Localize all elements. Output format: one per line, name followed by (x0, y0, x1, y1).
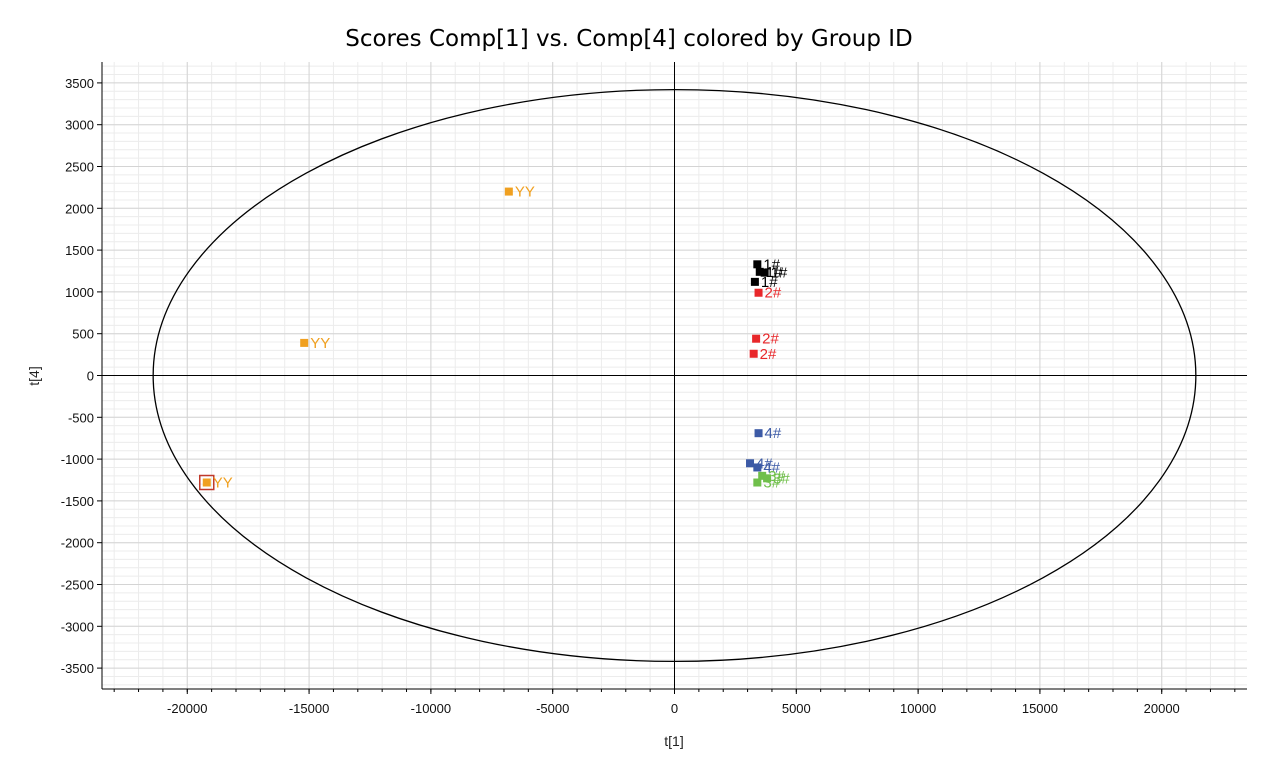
point-marker (749, 349, 758, 358)
y-axis-ticks: 3500 3000 2500 2000 1500 1000 500 0 -500 -1000 -15… (61, 76, 102, 676)
data-points (199, 187, 772, 491)
point-label: 4# (765, 425, 782, 442)
x-tick-label: -5000 (536, 701, 569, 716)
y-axis-label: t[4] (26, 366, 42, 385)
y-tick-label: 500 (72, 327, 94, 342)
x-tick-label: 20000 (1144, 701, 1180, 716)
point-label: 2# (762, 331, 779, 348)
y-tick-label: -1000 (61, 452, 94, 467)
point-label: 2# (760, 346, 777, 363)
y-tick-label: -3000 (61, 619, 94, 634)
point-marker (753, 260, 762, 269)
point-marker (755, 267, 764, 276)
y-tick-label: -2000 (61, 536, 94, 551)
point-marker (754, 288, 763, 297)
point-label: 3# (773, 470, 790, 487)
point-marker (504, 187, 513, 196)
point-label: YY (213, 475, 233, 492)
x-axis-label: t[1] (664, 733, 683, 749)
point-marker (754, 429, 763, 438)
y-tick-label: 2000 (65, 201, 94, 216)
chart-title: Scores Comp[1] vs. Comp[4] colored by Gr… (345, 26, 913, 52)
point-marker (750, 277, 759, 286)
point-label: 1# (763, 256, 780, 273)
point-marker (753, 478, 762, 487)
axes: -20000 -15000 -10000 -5000 0 5000 10000 15000 20… (61, 62, 1247, 716)
highlight-box (199, 474, 215, 491)
zero-axis-lines (102, 62, 1247, 689)
point-marker (758, 471, 767, 480)
x-tick-label: 10000 (900, 701, 936, 716)
x-tick-label: 15000 (1022, 701, 1058, 716)
y-tick-label: 3500 (65, 76, 94, 91)
y-tick-label: -1500 (61, 494, 94, 509)
point-label: 1# (771, 265, 788, 282)
point-label: YY (515, 184, 535, 201)
point-label: 3# (763, 475, 780, 492)
x-tick-label: 0 (671, 701, 678, 716)
confidence-ellipse (152, 88, 1197, 663)
y-tick-label: 2500 (65, 160, 94, 175)
point-label: 1# (761, 274, 778, 291)
point-label: 1# (766, 264, 783, 281)
point-marker (746, 459, 755, 468)
y-tick-label: 1500 (65, 243, 94, 258)
point-marker (752, 334, 761, 343)
point-label: YY (310, 335, 330, 352)
y-tick-label: -2500 (61, 578, 94, 593)
point-marker (202, 478, 211, 487)
x-tick-label: -15000 (289, 701, 329, 716)
point-marker (300, 338, 309, 347)
x-tick-label: -10000 (411, 701, 451, 716)
point-marker (763, 474, 772, 483)
point-label: 3# (768, 468, 785, 485)
y-tick-label: -500 (68, 410, 94, 425)
x-tick-label: 5000 (782, 701, 811, 716)
point-label: 4# (763, 459, 780, 476)
y-tick-label: -3500 (61, 661, 94, 676)
y-tick-label: 1000 (65, 285, 94, 300)
y-tick-label: 3000 (65, 118, 94, 133)
y-tick-label: 0 (87, 369, 94, 384)
point-marker (753, 463, 762, 472)
point-label: 4# (756, 455, 773, 472)
point-label: 2# (765, 285, 782, 302)
x-axis-ticks: -20000 -15000 -10000 -5000 0 5000 10000 15000 20… (113, 689, 1236, 716)
point-marker (760, 268, 769, 277)
x-tick-label: -20000 (167, 701, 207, 716)
